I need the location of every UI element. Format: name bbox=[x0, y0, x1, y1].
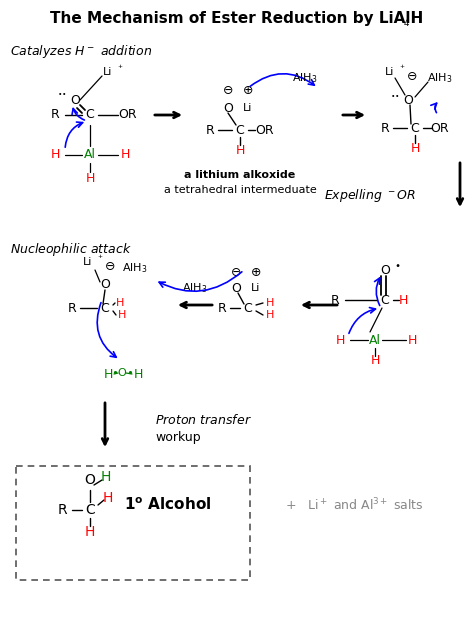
Text: R: R bbox=[206, 123, 214, 137]
Text: $^+$: $^+$ bbox=[398, 64, 406, 73]
Text: C: C bbox=[100, 302, 109, 315]
Text: $\bullet$$\bullet$: $\bullet$$\bullet$ bbox=[57, 90, 67, 96]
Text: $\bullet$: $\bullet$ bbox=[394, 259, 400, 269]
Text: H: H bbox=[103, 369, 113, 381]
Text: H: H bbox=[398, 293, 408, 306]
Text: H: H bbox=[85, 171, 95, 184]
Text: O: O bbox=[84, 473, 95, 487]
Text: O: O bbox=[70, 94, 80, 107]
Text: H: H bbox=[407, 333, 417, 347]
Text: C: C bbox=[381, 293, 389, 306]
Text: H: H bbox=[410, 141, 419, 155]
Text: a tetrahedral intermeduate: a tetrahedral intermeduate bbox=[164, 185, 316, 195]
Text: AlH$_3$: AlH$_3$ bbox=[182, 281, 208, 295]
Text: $\mathbf{1^o}$ Alcohol: $\mathbf{1^o}$ Alcohol bbox=[124, 497, 212, 514]
Text: H: H bbox=[133, 369, 143, 381]
Text: H: H bbox=[235, 144, 245, 157]
Text: $\oplus$: $\oplus$ bbox=[242, 83, 254, 96]
Text: H: H bbox=[103, 491, 113, 505]
Text: C: C bbox=[86, 108, 94, 121]
Text: $^+$: $^+$ bbox=[96, 254, 104, 263]
Text: $\ominus$: $\ominus$ bbox=[222, 83, 234, 96]
Text: R: R bbox=[381, 121, 389, 135]
Text: C: C bbox=[410, 121, 419, 135]
Text: Li: Li bbox=[251, 283, 261, 293]
Text: AlH$_3$: AlH$_3$ bbox=[122, 261, 148, 275]
Text: O: O bbox=[403, 94, 413, 107]
Text: $\bullet$O$\bullet$: $\bullet$O$\bullet$ bbox=[110, 366, 133, 378]
Text: Li: Li bbox=[83, 257, 93, 267]
Text: $\it{Expelling\ ^-OR}$: $\it{Expelling\ ^-OR}$ bbox=[324, 186, 416, 204]
Text: O: O bbox=[223, 101, 233, 114]
Text: $^+$: $^+$ bbox=[116, 64, 124, 73]
Text: $\it{Nucleophilic\ attack}$: $\it{Nucleophilic\ attack}$ bbox=[10, 241, 132, 259]
Text: H: H bbox=[370, 354, 380, 367]
Text: $\oplus$: $\oplus$ bbox=[250, 266, 262, 279]
Text: C: C bbox=[85, 503, 95, 517]
Text: H: H bbox=[50, 148, 60, 162]
Text: OR: OR bbox=[255, 123, 274, 137]
FancyBboxPatch shape bbox=[16, 466, 250, 580]
Text: O: O bbox=[380, 263, 390, 277]
Text: Li: Li bbox=[103, 67, 113, 77]
Text: C: C bbox=[244, 302, 252, 315]
Text: OR: OR bbox=[118, 108, 137, 121]
Text: $_4$: $_4$ bbox=[403, 15, 410, 28]
Text: H: H bbox=[116, 298, 124, 308]
Text: $\bullet$$\bullet$: $\bullet$$\bullet$ bbox=[390, 92, 400, 98]
Text: Al: Al bbox=[369, 333, 381, 347]
Text: R: R bbox=[51, 108, 59, 121]
Text: The Mechanism of Ester Reduction by LiAlH: The Mechanism of Ester Reduction by LiAl… bbox=[50, 10, 424, 26]
Text: $\ominus$: $\ominus$ bbox=[406, 69, 418, 83]
Text: AlH$_3$: AlH$_3$ bbox=[427, 71, 453, 85]
Text: H: H bbox=[101, 470, 111, 484]
Text: Al: Al bbox=[84, 148, 96, 162]
Text: $+$   Li$^+$ and Al$^{3+}$ salts: $+$ Li$^+$ and Al$^{3+}$ salts bbox=[285, 497, 424, 514]
Text: R: R bbox=[68, 302, 76, 315]
Text: OR: OR bbox=[431, 121, 449, 135]
Text: $\ominus$: $\ominus$ bbox=[230, 266, 242, 279]
Text: AlH$_3$: AlH$_3$ bbox=[292, 71, 318, 85]
Text: workup: workup bbox=[155, 431, 201, 444]
Text: H: H bbox=[85, 525, 95, 539]
Text: H: H bbox=[335, 333, 345, 347]
Text: H: H bbox=[266, 310, 274, 320]
Text: O: O bbox=[231, 281, 241, 295]
Text: Li: Li bbox=[385, 67, 395, 77]
Text: a lithium alkoxide: a lithium alkoxide bbox=[184, 170, 296, 180]
Text: $\it{Catalyzes\ H^-\ addition}$: $\it{Catalyzes\ H^-\ addition}$ bbox=[10, 44, 152, 60]
Text: H: H bbox=[266, 298, 274, 308]
Text: H: H bbox=[120, 148, 130, 162]
Text: C: C bbox=[236, 123, 245, 137]
Text: $\it{Proton\ transfer}$: $\it{Proton\ transfer}$ bbox=[155, 413, 252, 427]
Text: R: R bbox=[331, 293, 339, 306]
Text: $\ominus$: $\ominus$ bbox=[104, 259, 116, 272]
Text: H: H bbox=[118, 310, 126, 320]
Text: Li: Li bbox=[243, 103, 253, 113]
Text: R: R bbox=[218, 302, 227, 315]
Text: O: O bbox=[100, 279, 110, 291]
Text: R: R bbox=[57, 503, 67, 517]
